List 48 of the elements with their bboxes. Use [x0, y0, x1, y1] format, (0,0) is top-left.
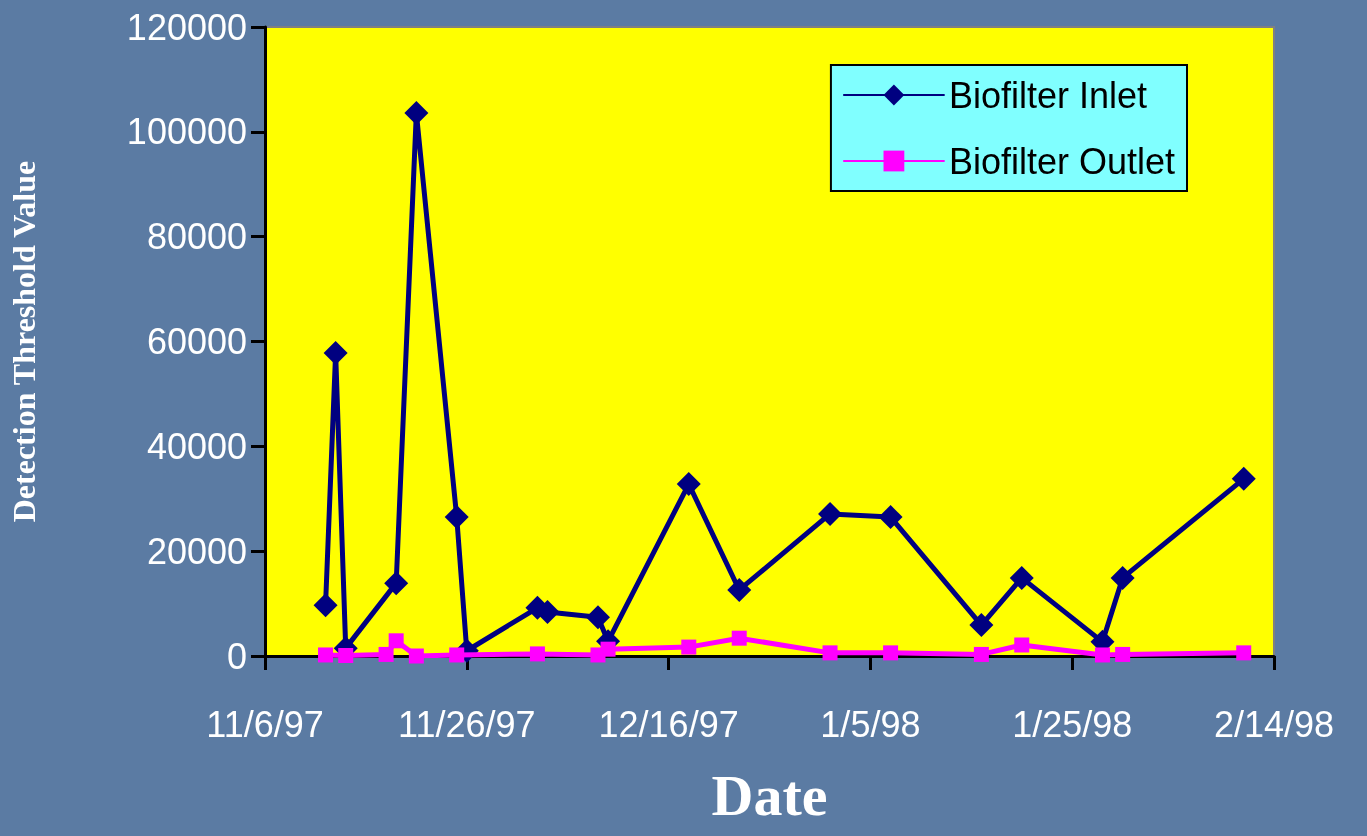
- point: [731, 630, 747, 646]
- point: [600, 641, 616, 657]
- point: [313, 593, 338, 618]
- y-axis-title: Detection Threshold Value: [6, 160, 42, 523]
- point: [1231, 466, 1256, 491]
- x-tick-label: 11/6/97: [206, 703, 324, 745]
- point: [973, 646, 989, 662]
- y-tick-label: 100000: [126, 111, 247, 153]
- point: [338, 647, 354, 663]
- point: [1110, 565, 1135, 590]
- point: [408, 648, 424, 664]
- point: [404, 100, 429, 125]
- point: [444, 505, 469, 530]
- point: [969, 613, 994, 638]
- point: [388, 633, 404, 649]
- point: [378, 646, 394, 662]
- point: [1014, 637, 1030, 653]
- point: [883, 645, 899, 661]
- point: [323, 341, 348, 366]
- x-tick-label: 1/5/98: [820, 703, 921, 745]
- point: [529, 646, 545, 662]
- point: [318, 647, 334, 663]
- y-tick-label: 120000: [126, 6, 247, 48]
- point: [681, 639, 697, 655]
- point: [878, 505, 903, 530]
- point: [727, 577, 752, 602]
- point: [1009, 565, 1034, 590]
- point: [384, 571, 409, 596]
- x-tick-label: 12/16/97: [598, 703, 739, 745]
- y-tick-label: 60000: [146, 321, 247, 362]
- legend-label: Biofilter Inlet: [948, 74, 1147, 116]
- y-tick-label: 20000: [146, 530, 247, 572]
- x-axis-title: Date: [711, 762, 828, 828]
- point: [1236, 645, 1252, 661]
- y-tick-label: 0: [226, 635, 247, 677]
- point: [676, 472, 701, 497]
- legend-label: Biofilter Outlet: [948, 140, 1175, 182]
- x-tick-label: 1/25/98: [1012, 703, 1133, 745]
- point: [585, 605, 610, 630]
- point: [1115, 646, 1131, 662]
- x-tick-label: 2/14/98: [1213, 703, 1335, 745]
- point: [449, 647, 465, 663]
- y-tick-label: 80000: [146, 216, 247, 258]
- y-tick-label: 40000: [146, 425, 247, 467]
- x-tick-label: 11/26/97: [398, 703, 536, 745]
- point: [818, 501, 843, 526]
- point: [822, 645, 838, 661]
- point: [1094, 647, 1110, 663]
